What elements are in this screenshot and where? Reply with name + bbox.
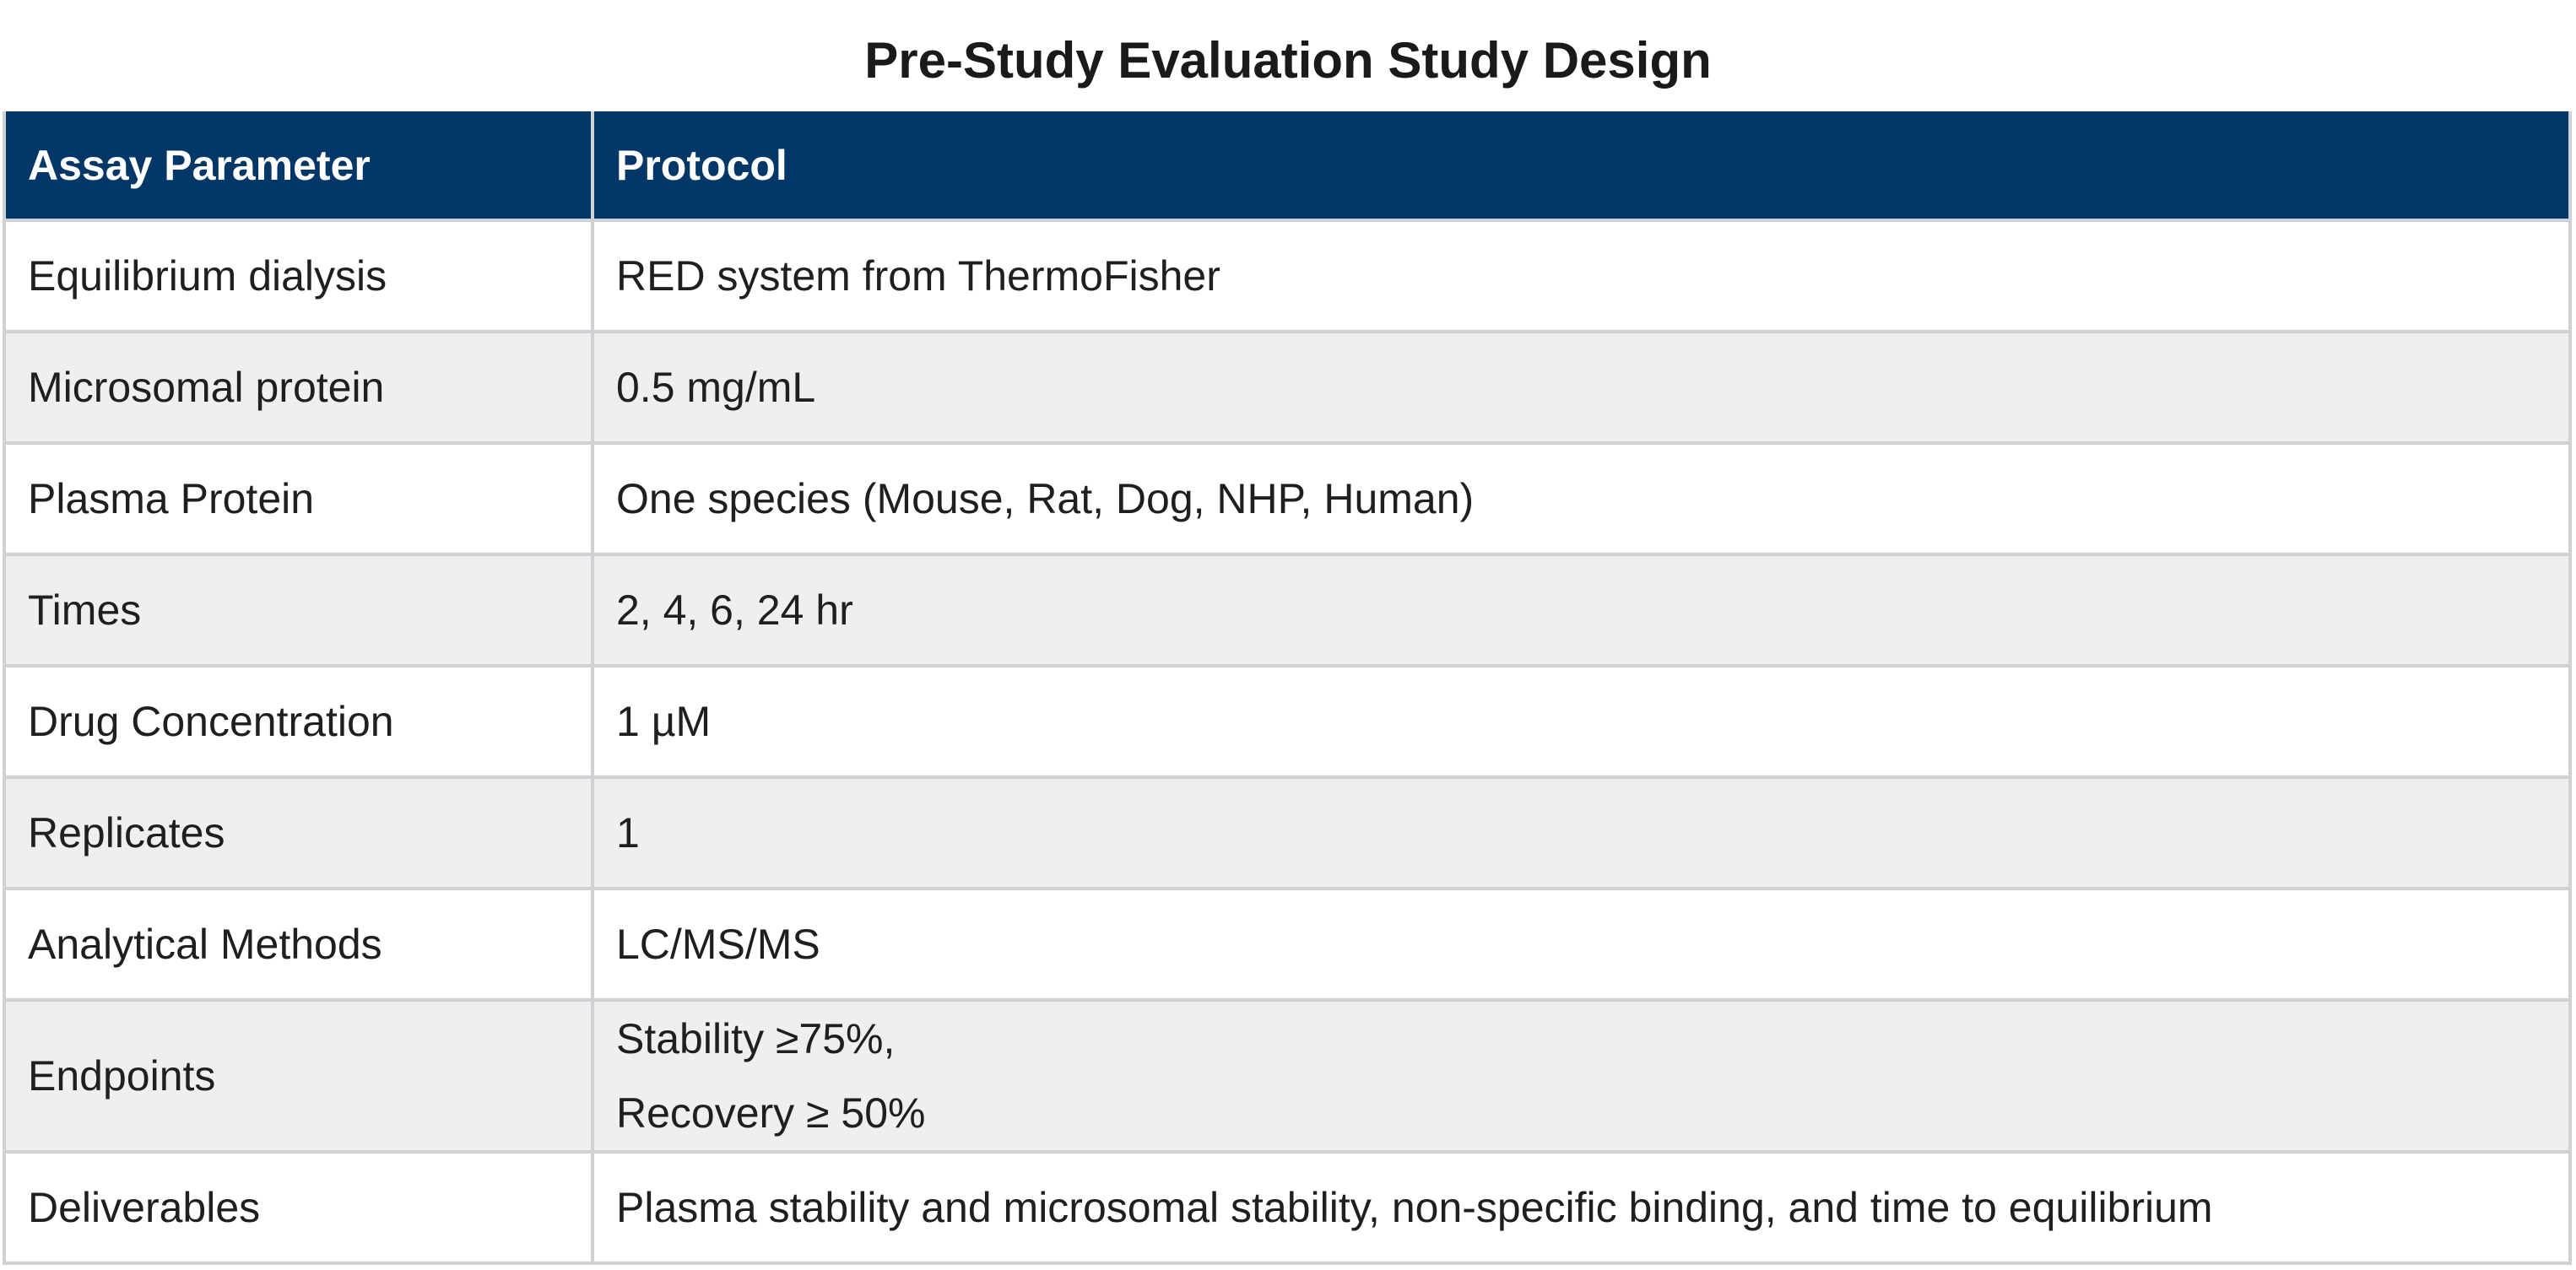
protocol-cell: Plasma stability and microsomal stabilit…	[591, 1150, 2572, 1265]
header-assay-parameter: Assay Parameter	[3, 111, 594, 222]
protocol-text: 2, 4, 6, 24 hr	[616, 586, 853, 634]
protocol-text: 0.5 mg/mL	[616, 364, 816, 411]
table-row: Times 2, 4, 6, 24 hr	[3, 553, 2572, 667]
protocol-text: LC/MS/MS	[616, 921, 820, 968]
protocol-cell: 1	[591, 776, 2572, 890]
table-header-row: Assay Parameter Protocol	[3, 111, 2572, 222]
protocol-text: 1 µM	[616, 698, 712, 745]
protocol-cell: RED system from ThermoFisher	[591, 219, 2572, 333]
protocol-cell: LC/MS/MS	[591, 887, 2572, 1002]
parameter-cell: Analytical Methods	[3, 887, 594, 1002]
table-row: Endpoints Stability ≥75%, Recovery ≥ 50%	[3, 998, 2572, 1154]
protocol-text: Stability ≥75%,	[616, 1015, 896, 1062]
protocol-text: Plasma stability and microsomal stabilit…	[616, 1184, 2213, 1231]
protocol-text: Recovery ≥ 50%	[616, 1089, 926, 1137]
table-row: Plasma Protein One species (Mouse, Rat, D…	[3, 441, 2572, 556]
parameter-cell: Replicates	[3, 776, 594, 890]
protocol-text: RED system from ThermoFisher	[616, 252, 1220, 300]
protocol-cell: One species (Mouse, Rat, Dog, NHP, Human…	[591, 441, 2572, 556]
header-protocol: Protocol	[591, 111, 2572, 222]
parameter-cell: Plasma Protein	[3, 441, 594, 556]
study-design-table: Assay Parameter Protocol Equilibrium dia…	[3, 111, 2572, 1265]
protocol-cell: 0.5 mg/mL	[591, 330, 2572, 445]
protocol-text: One species (Mouse, Rat, Dog, NHP, Human…	[616, 475, 1475, 522]
table-row: Analytical Methods LC/MS/MS	[3, 887, 2572, 1002]
protocol-cell: Stability ≥75%, Recovery ≥ 50%	[591, 998, 2572, 1154]
parameter-cell: Endpoints	[3, 998, 594, 1154]
parameter-cell: Microsomal protein	[3, 330, 594, 445]
parameter-cell: Drug Concentration	[3, 664, 594, 779]
table-row: Deliverables Plasma stability and microso…	[3, 1150, 2572, 1265]
protocol-cell: 1 µM	[591, 664, 2572, 779]
table-row: Microsomal protein 0.5 mg/mL	[3, 330, 2572, 445]
table-row: Replicates 1	[3, 776, 2572, 890]
parameter-cell: Equilibrium dialysis	[3, 219, 594, 333]
table-row: Equilibrium dialysis RED system from Ther…	[3, 219, 2572, 333]
page-title: Pre-Study Evaluation Study Design	[864, 32, 1712, 89]
table-row: Drug Concentration 1 µM	[3, 664, 2572, 779]
parameter-cell: Times	[3, 553, 594, 667]
parameter-cell: Deliverables	[3, 1150, 594, 1265]
protocol-text: 1	[616, 809, 640, 857]
protocol-cell: 2, 4, 6, 24 hr	[591, 553, 2572, 667]
